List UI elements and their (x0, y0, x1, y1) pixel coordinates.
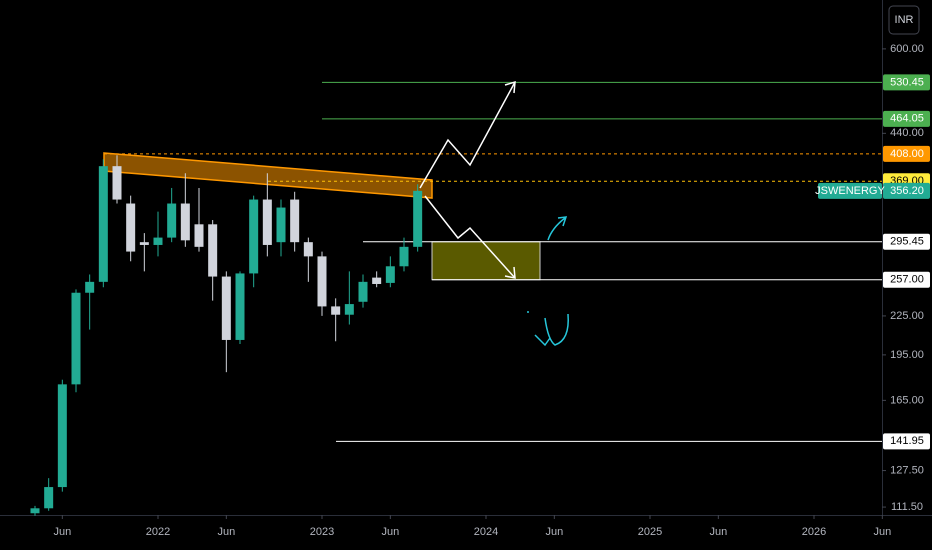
cyan-up (547, 216, 568, 241)
currency-button[interactable] (888, 5, 920, 35)
candle-body (194, 224, 204, 247)
candle-body (180, 203, 190, 241)
candle-body (112, 166, 122, 200)
candle-body (30, 508, 40, 514)
x-tick-label: 2023 (310, 526, 334, 538)
price-label-box (883, 145, 930, 162)
candle-body (71, 292, 81, 385)
price-label-box (883, 271, 930, 288)
price-label-box (883, 182, 930, 199)
price-label: 295.45 (890, 236, 924, 248)
cyan-down (534, 313, 569, 347)
x-tick-label: Jun (381, 526, 399, 538)
candle-body (358, 281, 368, 302)
candle-body (98, 166, 108, 282)
price-label: 257.00 (890, 274, 924, 286)
price-label: 530.45 (890, 76, 924, 88)
zone-box (431, 241, 541, 281)
up-arrowhead (504, 80, 516, 94)
candle-body (221, 276, 231, 340)
x-tick-label: Jun (873, 526, 891, 538)
y-tick-label: 195.00 (890, 349, 924, 361)
x-tick-label: 2025 (638, 526, 662, 538)
candle-body (57, 384, 67, 488)
plot (30, 155, 423, 516)
candle-body (399, 246, 409, 267)
down-path (424, 195, 516, 279)
candle-body (126, 203, 136, 252)
y-tick-label: 165.00 (890, 394, 924, 406)
drawings (103, 80, 882, 442)
candle-body (208, 224, 218, 277)
price-label: 356.20 (890, 185, 924, 197)
x-tick-label: Jun (545, 526, 563, 538)
candle-body (139, 242, 149, 245)
resistance-band (103, 152, 433, 199)
cyan-dot (527, 311, 529, 313)
candle-body (85, 281, 95, 293)
candle-body (413, 190, 423, 247)
price-label: 141.95 (890, 435, 924, 447)
y-tick-label: 111.50 (891, 501, 923, 513)
candle-body (331, 306, 341, 315)
candle-body (276, 207, 286, 243)
price-label: 464.05 (890, 113, 924, 125)
candle-body (262, 199, 272, 245)
candle-body (167, 203, 177, 238)
candle-body (153, 237, 163, 245)
symbol-label: JSWENERGY (815, 185, 885, 197)
x-tick-label: 2024 (474, 526, 498, 538)
candle-body (235, 273, 245, 340)
price-label: 408.00 (890, 148, 924, 160)
price-label-box (883, 110, 930, 127)
candle-body (317, 256, 327, 307)
candle-body (344, 304, 354, 315)
candle-body (372, 277, 382, 284)
symbol-label-box (818, 182, 882, 199)
x-tick-label: 2022 (146, 526, 170, 538)
x-tick-label: Jun (53, 526, 71, 538)
candle-body (290, 199, 300, 243)
price-label-box (883, 74, 930, 91)
x-tick-label: Jun (217, 526, 235, 538)
candle-body (249, 199, 259, 274)
price-label-box (883, 433, 930, 450)
currency[interactable]: INR (895, 14, 914, 26)
candle-body (44, 487, 54, 509)
down-arrowhead (504, 266, 516, 279)
candle-body (303, 242, 313, 257)
x-tick-label: 2026 (802, 526, 826, 538)
y-tick-label: 127.50 (890, 464, 924, 476)
y-tick-label: 225.00 (890, 310, 924, 322)
axes: 600.00 440.00 225.00 195.00 165.00 127.50 111.… (53, 43, 930, 538)
y-tick-label: 440.00 (890, 127, 924, 139)
candle-body (385, 266, 395, 283)
y-tick-label: 600.00 (890, 43, 924, 55)
price-label-box (883, 233, 930, 250)
x-tick-label: Jun (709, 526, 727, 538)
up-path (419, 81, 516, 189)
